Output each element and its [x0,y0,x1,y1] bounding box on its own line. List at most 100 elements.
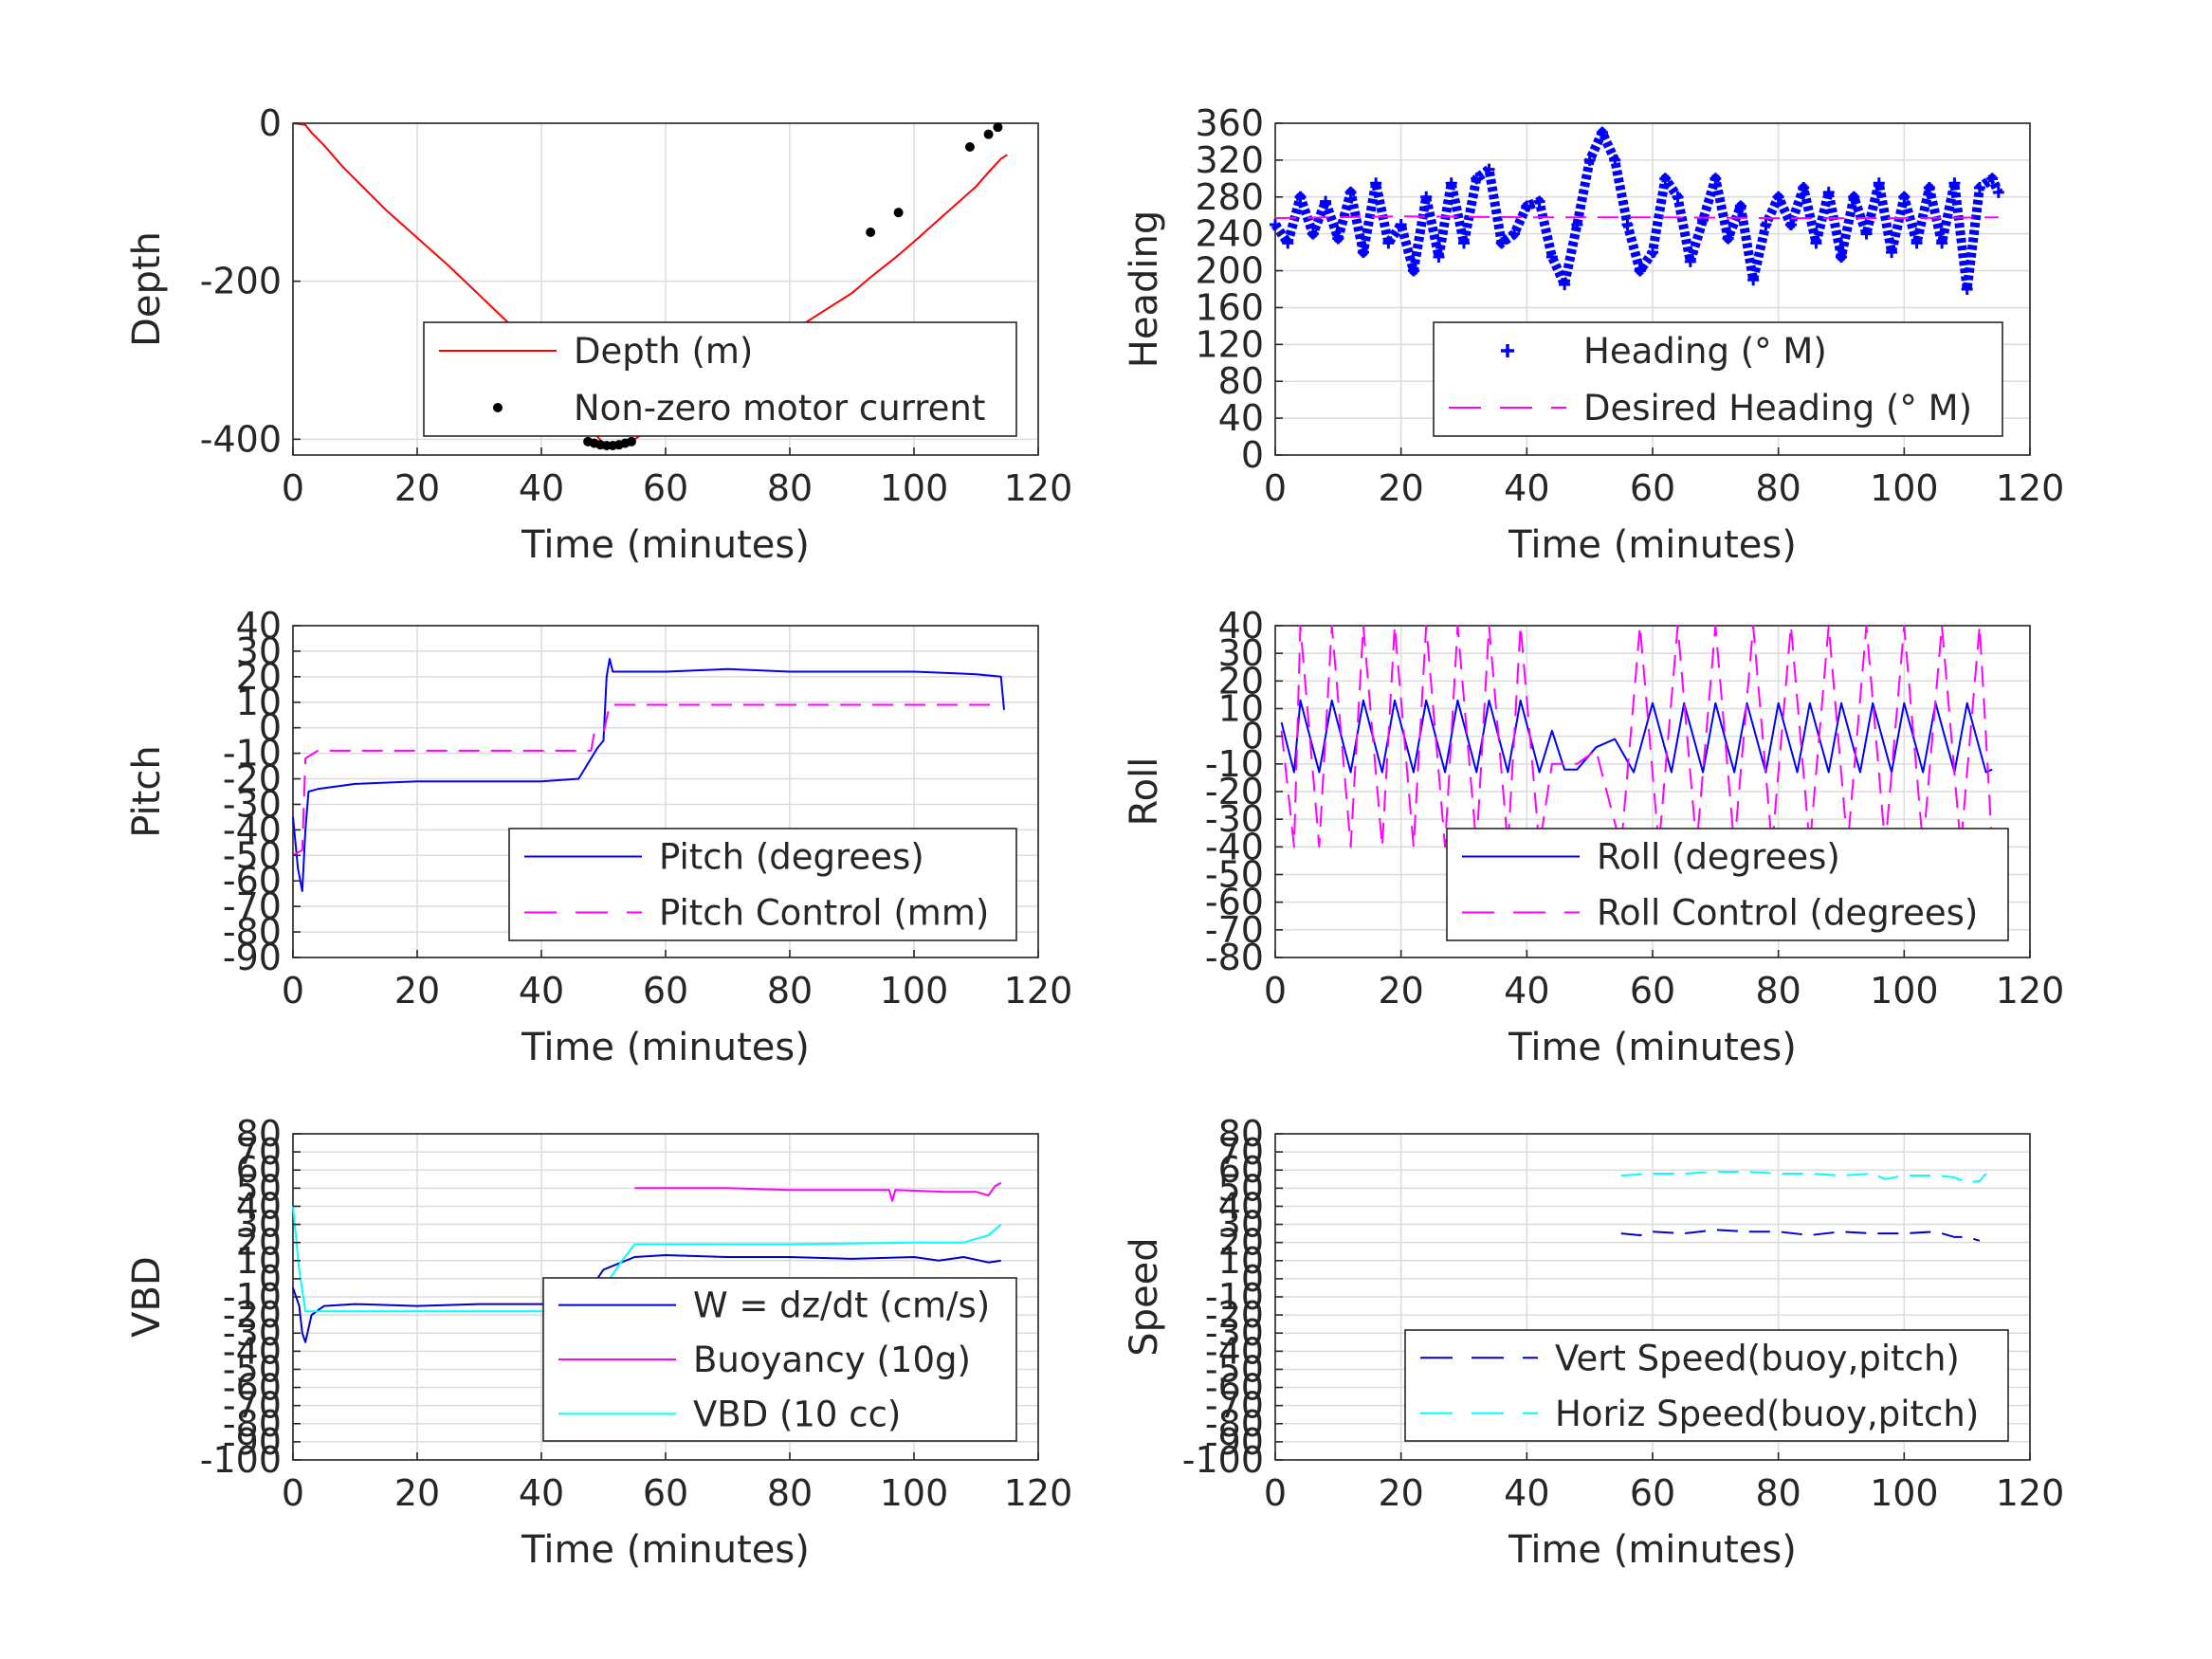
pitch-xtick-label-1: 20 [394,970,440,1012]
pitch-ytick-label-5: -40 [223,809,282,850]
heading-marker-0-45 [1836,250,1847,263]
vbd-xtick-label-0: 0 [282,1472,304,1514]
roll-xtick-label-6: 120 [1996,970,2065,1012]
heading-xtick-label-3: 60 [1630,467,1675,509]
roll-ytick-label-2: -60 [1205,882,1264,923]
heading-marker-0-58 [1992,186,2004,198]
heading-marker-0-5 [1332,232,1344,245]
roll-ytick-label-9: 10 [1218,688,1264,730]
heading-ytick-label-5: 200 [1195,250,1264,292]
roll-legend-label-1: Roll Control (degrees) [1597,893,1978,934]
vbd-ytick-label-8: -20 [223,1294,282,1336]
vbd-ytick-label-6: -40 [223,1330,282,1372]
heading-marker-0-57 [1986,173,1999,185]
roll-ytick-label-3: -50 [1205,854,1264,896]
heading-ytick-label-7: 280 [1195,176,1264,218]
speed-ytick-label-3: -70 [1205,1385,1264,1427]
heading-xtick-label-0: 0 [1264,467,1287,509]
heading-marker-0-13 [1433,250,1445,263]
heading-legend-swatch-0 [1501,344,1514,357]
speed-ytick-label-15: 50 [1218,1167,1264,1209]
heading-ytick-label-0: 0 [1241,434,1264,476]
heading-marker-0-47 [1860,228,1873,240]
roll-ytick-label-10: 20 [1218,660,1264,702]
speed-series-line-1 [1620,1171,1987,1184]
pitch-ytick-label-13: 40 [236,605,282,647]
roll-yaxis-label: Roll [1123,757,1166,827]
pitch-xtick-label-6: 120 [1004,970,1073,1012]
heading-marker-0-26 [1596,126,1608,138]
heading-marker-0-7 [1357,246,1369,259]
roll-ytick-label-7: -10 [1205,743,1264,785]
roll-xtick-label-1: 20 [1378,970,1423,1012]
speed-xtick-label-4: 80 [1755,1472,1801,1514]
vbd-panel: 0 20 40 60 80 100 120-100-90-80-70-60-50-40-30… [125,1113,1072,1572]
pitch-yaxis-label: Pitch [125,745,169,837]
speed-legend-box [1404,1329,2009,1442]
vbd-xaxis-label: Time (minutes) [521,1528,810,1572]
pitch-series-1 [292,703,1001,857]
speed-ytick-label-13: 30 [1218,1204,1264,1246]
roll-ytick-label-1: -70 [1205,909,1264,951]
pitch-ytick-label-1: -80 [223,911,282,953]
heading-marker-0-0 [1270,218,1281,230]
heading-marker-0-12 [1420,191,1433,203]
pitch-legend: Pitch (degrees) Pitch Control (mm) [508,828,1017,941]
pitch-legend-label-1: Pitch Control (mm) [659,893,989,934]
roll-xtick-label-5: 100 [1870,970,1939,1012]
roll-ytick-label-6: -20 [1205,771,1264,812]
pitch-ytick-label-6: -30 [223,783,282,825]
pitch-ytick-label-7: -20 [223,758,282,800]
heading-marker-0-37 [1734,200,1746,212]
vbd-ytick-label-16: 60 [236,1149,282,1191]
speed-ytick-label-16: 60 [1218,1149,1264,1191]
speed-panel: 0 20 40 60 80 100 120-100-90-80-70-60-50-40-30… [1123,1113,2064,1572]
speed-ytick-label-14: 40 [1218,1185,1264,1227]
roll-panel: 0 20 40 60 80 100 120-80-70-60-50-40-30-20-100… [1123,605,2064,1069]
pitch-ytick-label-3: -60 [223,860,282,902]
pitch-xtick-label-0: 0 [282,970,304,1012]
heading-marker-0-41 [1784,218,1797,230]
speed-ytick-label-5: -50 [1205,1348,1264,1390]
vbd-ytick-label-3: -70 [223,1385,282,1427]
vbd-series-1 [634,1181,1002,1202]
heading-marker-0-25 [1583,154,1596,166]
vbd-yaxis-label: VBD [125,1256,169,1338]
depth-marker-1-10 [964,142,975,152]
heading-xtick-label-1: 20 [1378,467,1423,509]
heading-marker-0-52 [1923,182,1935,194]
pitch-ytick-label-9: 0 [259,707,282,749]
depth-marker-1-11 [983,129,994,139]
pitch-legend-box [508,828,1017,941]
heading-panel: 0 20 40 60 80 100 1200408012016020024028032036… [1123,102,2064,567]
pitch-series-0 [292,658,1005,892]
roll-xtick-label-4: 80 [1755,970,1801,1012]
speed-ytick-label-11: 10 [1218,1240,1264,1282]
speed-xtick-label-5: 100 [1870,1472,1939,1514]
depth-xtick-label-6: 120 [1004,467,1073,509]
speed-xtick-label-1: 20 [1378,1472,1423,1514]
roll-legend-label-0: Roll (degrees) [1597,837,1840,878]
speed-legend: Vert Speed(buoy,pitch) Horiz Speed(buoy,p… [1404,1329,2009,1442]
heading-marker-0-20 [1521,200,1533,212]
heading-marker-0-29 [1634,264,1646,277]
heading-marker-0-11 [1407,264,1419,277]
vbd-ytick-label-9: -10 [223,1276,282,1318]
depth-ytick-label-0: -400 [200,418,282,460]
heading-ytick-label-2: 80 [1218,360,1264,402]
speed-series-line-0 [1620,1229,1981,1242]
roll-ytick-label-8: 0 [1241,716,1264,757]
depth-xtick-label-0: 0 [282,467,304,509]
vbd-ytick-label-7: -30 [223,1312,282,1354]
speed-legend-label-0: Vert Speed(buoy,pitch) [1555,1338,1960,1378]
speed-ytick-label-2: -80 [1205,1403,1264,1445]
vbd-legend-label-0: W = dz/dt (cm/s) [693,1285,990,1326]
speed-xtick-label-3: 60 [1630,1472,1675,1514]
depth-marker-1-8 [866,228,876,237]
depth-xtick-label-2: 40 [519,467,564,509]
heading-legend-label-1: Desired Heading (° M) [1583,388,1972,428]
roll-xtick-label-3: 60 [1630,970,1675,1012]
depth-marker-1-9 [893,208,904,218]
depth-marker-1-12 [993,122,1003,133]
speed-ytick-label-6: -40 [1205,1330,1264,1372]
